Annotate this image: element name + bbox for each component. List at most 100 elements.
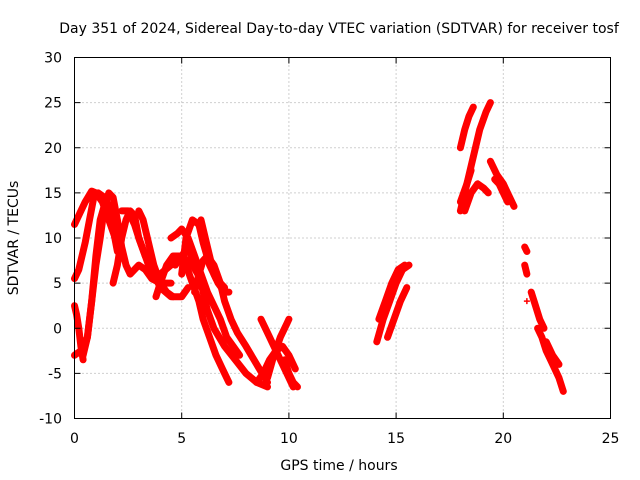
data-marker <box>259 381 266 388</box>
data-series <box>491 175 512 206</box>
data-marker <box>81 346 88 353</box>
data-point <box>75 212 82 219</box>
data-marker <box>465 174 472 181</box>
data-marker <box>465 195 472 202</box>
data-marker <box>269 357 276 364</box>
data-point <box>215 280 222 287</box>
data-point <box>463 180 470 187</box>
data-point <box>189 216 196 223</box>
data-marker <box>203 241 210 248</box>
data-marker <box>72 307 79 314</box>
y-tick-label: -5 <box>48 366 62 382</box>
data-marker <box>125 266 132 273</box>
data-point <box>500 189 507 196</box>
data-marker <box>109 220 116 227</box>
data-point <box>210 302 217 309</box>
data-point <box>135 235 142 241</box>
data-point <box>206 334 213 341</box>
data-marker <box>534 309 541 316</box>
data-point <box>373 338 380 345</box>
x-tick-label: 0 <box>70 431 79 447</box>
data-marker <box>380 304 387 311</box>
data-point <box>157 280 164 287</box>
data-point <box>110 194 117 201</box>
data-marker <box>87 310 94 317</box>
data-point <box>290 379 297 386</box>
data-point <box>283 320 290 327</box>
y-tick-label: 20 <box>44 141 62 157</box>
data-point <box>152 293 159 300</box>
data-marker <box>99 216 106 223</box>
data-point <box>543 338 550 345</box>
data-marker <box>485 104 492 111</box>
data-marker <box>159 274 166 281</box>
data-point <box>470 153 477 160</box>
data-series <box>456 166 475 206</box>
data-point <box>474 180 481 187</box>
data-point <box>178 293 185 300</box>
y-tick-label: 0 <box>53 321 62 337</box>
data-marker <box>100 209 107 216</box>
data-marker <box>113 211 120 218</box>
data-marker <box>111 231 118 238</box>
data-marker <box>181 289 188 296</box>
x-tick-label: 15 <box>387 431 405 447</box>
data-marker <box>189 256 196 263</box>
data-point <box>270 352 277 359</box>
data-marker <box>198 310 205 317</box>
data-marker <box>261 322 268 329</box>
data-marker <box>250 355 257 362</box>
data-marker <box>553 370 560 377</box>
data-marker <box>490 165 497 172</box>
data-marker <box>463 201 470 208</box>
data-marker <box>148 251 155 258</box>
data-point <box>178 225 185 232</box>
x-tick-labels: 0 5 10 15 20 25 <box>70 431 619 447</box>
data-marker <box>468 159 475 166</box>
data-marker <box>208 259 215 266</box>
data-marker <box>76 331 83 338</box>
data-marker <box>121 256 128 263</box>
data-point <box>549 352 556 359</box>
data-marker <box>93 256 100 263</box>
data-marker <box>223 304 230 311</box>
data-marker <box>78 255 85 262</box>
data-series <box>197 216 233 296</box>
data-point <box>206 253 213 260</box>
data-series <box>461 180 492 215</box>
data-point <box>461 126 468 133</box>
data-point <box>200 257 207 264</box>
data-marker <box>288 374 295 381</box>
data-marker <box>98 228 105 235</box>
data-marker <box>121 222 128 229</box>
data-point <box>92 262 99 269</box>
y-axis-label: SDTVAR / TECUs <box>6 181 22 296</box>
data-marker <box>233 347 240 354</box>
data-point <box>294 383 301 390</box>
data-marker <box>502 194 509 201</box>
data-marker <box>202 322 209 329</box>
data-marker <box>256 374 263 381</box>
x-tick-label: 10 <box>280 431 298 447</box>
data-marker <box>552 356 559 363</box>
data-marker <box>377 327 384 334</box>
data-marker <box>214 331 221 338</box>
data-marker <box>273 346 280 353</box>
data-point <box>277 334 284 341</box>
data-point <box>95 189 102 196</box>
data-point <box>210 271 217 278</box>
data-marker <box>166 257 173 264</box>
data-series <box>264 315 293 382</box>
data-layer <box>71 99 567 395</box>
data-series <box>521 261 531 278</box>
data-point <box>118 235 125 241</box>
data-point <box>200 316 207 323</box>
data-point <box>114 216 121 223</box>
data-point <box>228 316 235 323</box>
data-point <box>534 325 541 332</box>
data-point <box>125 207 132 214</box>
data-point <box>461 207 468 214</box>
data-point <box>521 244 528 251</box>
data-point <box>532 302 539 309</box>
data-point <box>504 198 511 205</box>
